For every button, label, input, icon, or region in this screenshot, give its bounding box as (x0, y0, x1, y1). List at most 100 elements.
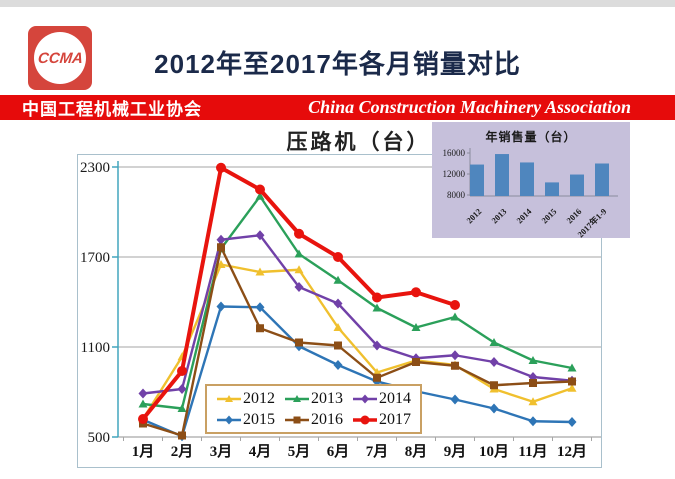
y-tick-label: 500 (88, 430, 111, 446)
ccma-logo-text: CCMA (36, 49, 84, 67)
inset-x-tick-label: 2013 (489, 206, 508, 225)
series-marker-2014 (294, 282, 304, 292)
y-tick-label: 1100 (81, 340, 110, 356)
series-marker-2017 (333, 252, 343, 262)
legend-item-2014: 2014 (352, 388, 411, 409)
series-marker-2015 (528, 416, 538, 427)
legend-marker-2013 (285, 394, 309, 402)
series-line-2016 (141, 246, 574, 437)
series-marker-2012 (333, 323, 343, 331)
series-line-2014 (141, 234, 574, 395)
banner-cn-text: 中国工程机械工业协会 (22, 100, 202, 119)
legend-label: 2017 (379, 411, 411, 428)
series-marker-2017 (138, 414, 148, 424)
legend-label: 2012 (243, 390, 275, 407)
series-marker-2014 (138, 388, 148, 399)
series-marker-2016 (217, 243, 225, 252)
x-tick-label: 8月 (405, 443, 428, 460)
inset-bar-2014 (520, 162, 534, 196)
series-marker-2016 (412, 358, 420, 366)
x-tick-label: 3月 (210, 443, 233, 460)
series-marker-2017 (411, 287, 421, 298)
top-strip (0, 0, 675, 7)
series-marker-2014 (177, 384, 187, 394)
series-marker-2016 (451, 361, 459, 370)
banner-en-text: China Construction Machinery Association (308, 97, 631, 117)
series-marker-2012 (294, 265, 304, 274)
x-tick-label: 6月 (327, 443, 350, 460)
inset-bar-2015 (545, 182, 559, 196)
legend-label: 2014 (379, 390, 411, 407)
series-marker-2015 (333, 360, 343, 370)
series-marker-2014 (216, 234, 226, 245)
inset-bar-2013 (495, 154, 509, 196)
series-marker-2012 (528, 397, 538, 406)
legend-item-2017: 2017 (352, 409, 411, 430)
x-tick-label: 9月 (444, 443, 467, 460)
series-marker-2013 (177, 404, 187, 412)
x-tick-label: 2月 (171, 443, 194, 460)
series-marker-2017 (372, 292, 382, 303)
series-marker-2013 (450, 312, 460, 321)
legend-glyph (361, 394, 369, 403)
legend-label: 2016 (311, 411, 343, 428)
inset-x-tick-label: 2014 (514, 206, 534, 226)
inset-x-tick-label: 2016 (564, 206, 583, 225)
series-marker-2017 (255, 184, 265, 195)
series-marker-2013 (489, 338, 499, 346)
series-marker-2013 (528, 356, 538, 364)
inset-x-tick-label: 2012 (464, 206, 483, 225)
legend-item-2016: 2016 (284, 409, 343, 430)
series-marker-2013 (294, 249, 304, 258)
legend-label: 2015 (243, 411, 275, 428)
legend-label: 2013 (311, 390, 343, 407)
series-marker-2015 (489, 403, 499, 414)
legend-item-2013: 2013 (284, 388, 343, 409)
series-marker-2017 (294, 228, 304, 239)
series-marker-2012 (567, 383, 577, 392)
series-marker-2013 (411, 323, 421, 331)
legend-marker-2012 (217, 394, 241, 402)
legend-marker-2016 (285, 416, 309, 423)
inset-bar-chart-panel: 8000 12000 16000 2012 2013 2014 2015 2016 2017年1… (432, 122, 630, 238)
series-marker-2013 (333, 275, 343, 284)
legend-glyph (293, 394, 301, 402)
series-marker-2017 (177, 366, 187, 376)
inset-x-tick-label: 2015 (539, 206, 558, 225)
series-marker-2013 (255, 191, 265, 200)
series-marker-2017 (216, 162, 226, 173)
x-tick-label: 11月 (518, 443, 547, 460)
legend-glyph (360, 415, 370, 424)
legend-marker-2017 (353, 415, 377, 424)
legend-marker-2014 (353, 394, 377, 403)
series-marker-2015 (216, 301, 226, 312)
series-marker-2013 (372, 303, 382, 312)
inset-bar-chart-title: 年销售量（台） (485, 130, 577, 144)
legend-marker-2015 (217, 415, 241, 424)
series-marker-2012 (255, 267, 265, 276)
x-tick-label: 4月 (249, 443, 272, 460)
series-marker-2014 (450, 350, 460, 361)
inset-bar-2012 (470, 164, 484, 196)
series-marker-2013 (138, 399, 148, 408)
series-marker-2015 (450, 394, 460, 405)
legend-item-2015: 2015 (216, 409, 275, 430)
inset-bar-2017年1-9 (595, 163, 609, 196)
ccma-logo: CCMA (28, 26, 92, 90)
inset-y-tick-label: 16000 (443, 148, 466, 158)
series-marker-2017 (450, 300, 460, 310)
series-marker-2012 (216, 260, 226, 268)
x-tick-label: 12月 (557, 443, 587, 460)
series-marker-2013 (567, 363, 577, 372)
legend-glyph (225, 415, 233, 424)
x-tick-label: 7月 (366, 443, 389, 460)
series-marker-2014 (333, 298, 343, 309)
series-marker-2016 (529, 379, 537, 387)
chart-legend: 2012 2013 2014 2015 2016 2017 (205, 384, 422, 434)
ccma-logo-circle: CCMA (34, 32, 86, 84)
series-line-2015 (141, 305, 574, 438)
legend-item-2012: 2012 (216, 388, 275, 409)
series-marker-2016 (373, 373, 381, 382)
